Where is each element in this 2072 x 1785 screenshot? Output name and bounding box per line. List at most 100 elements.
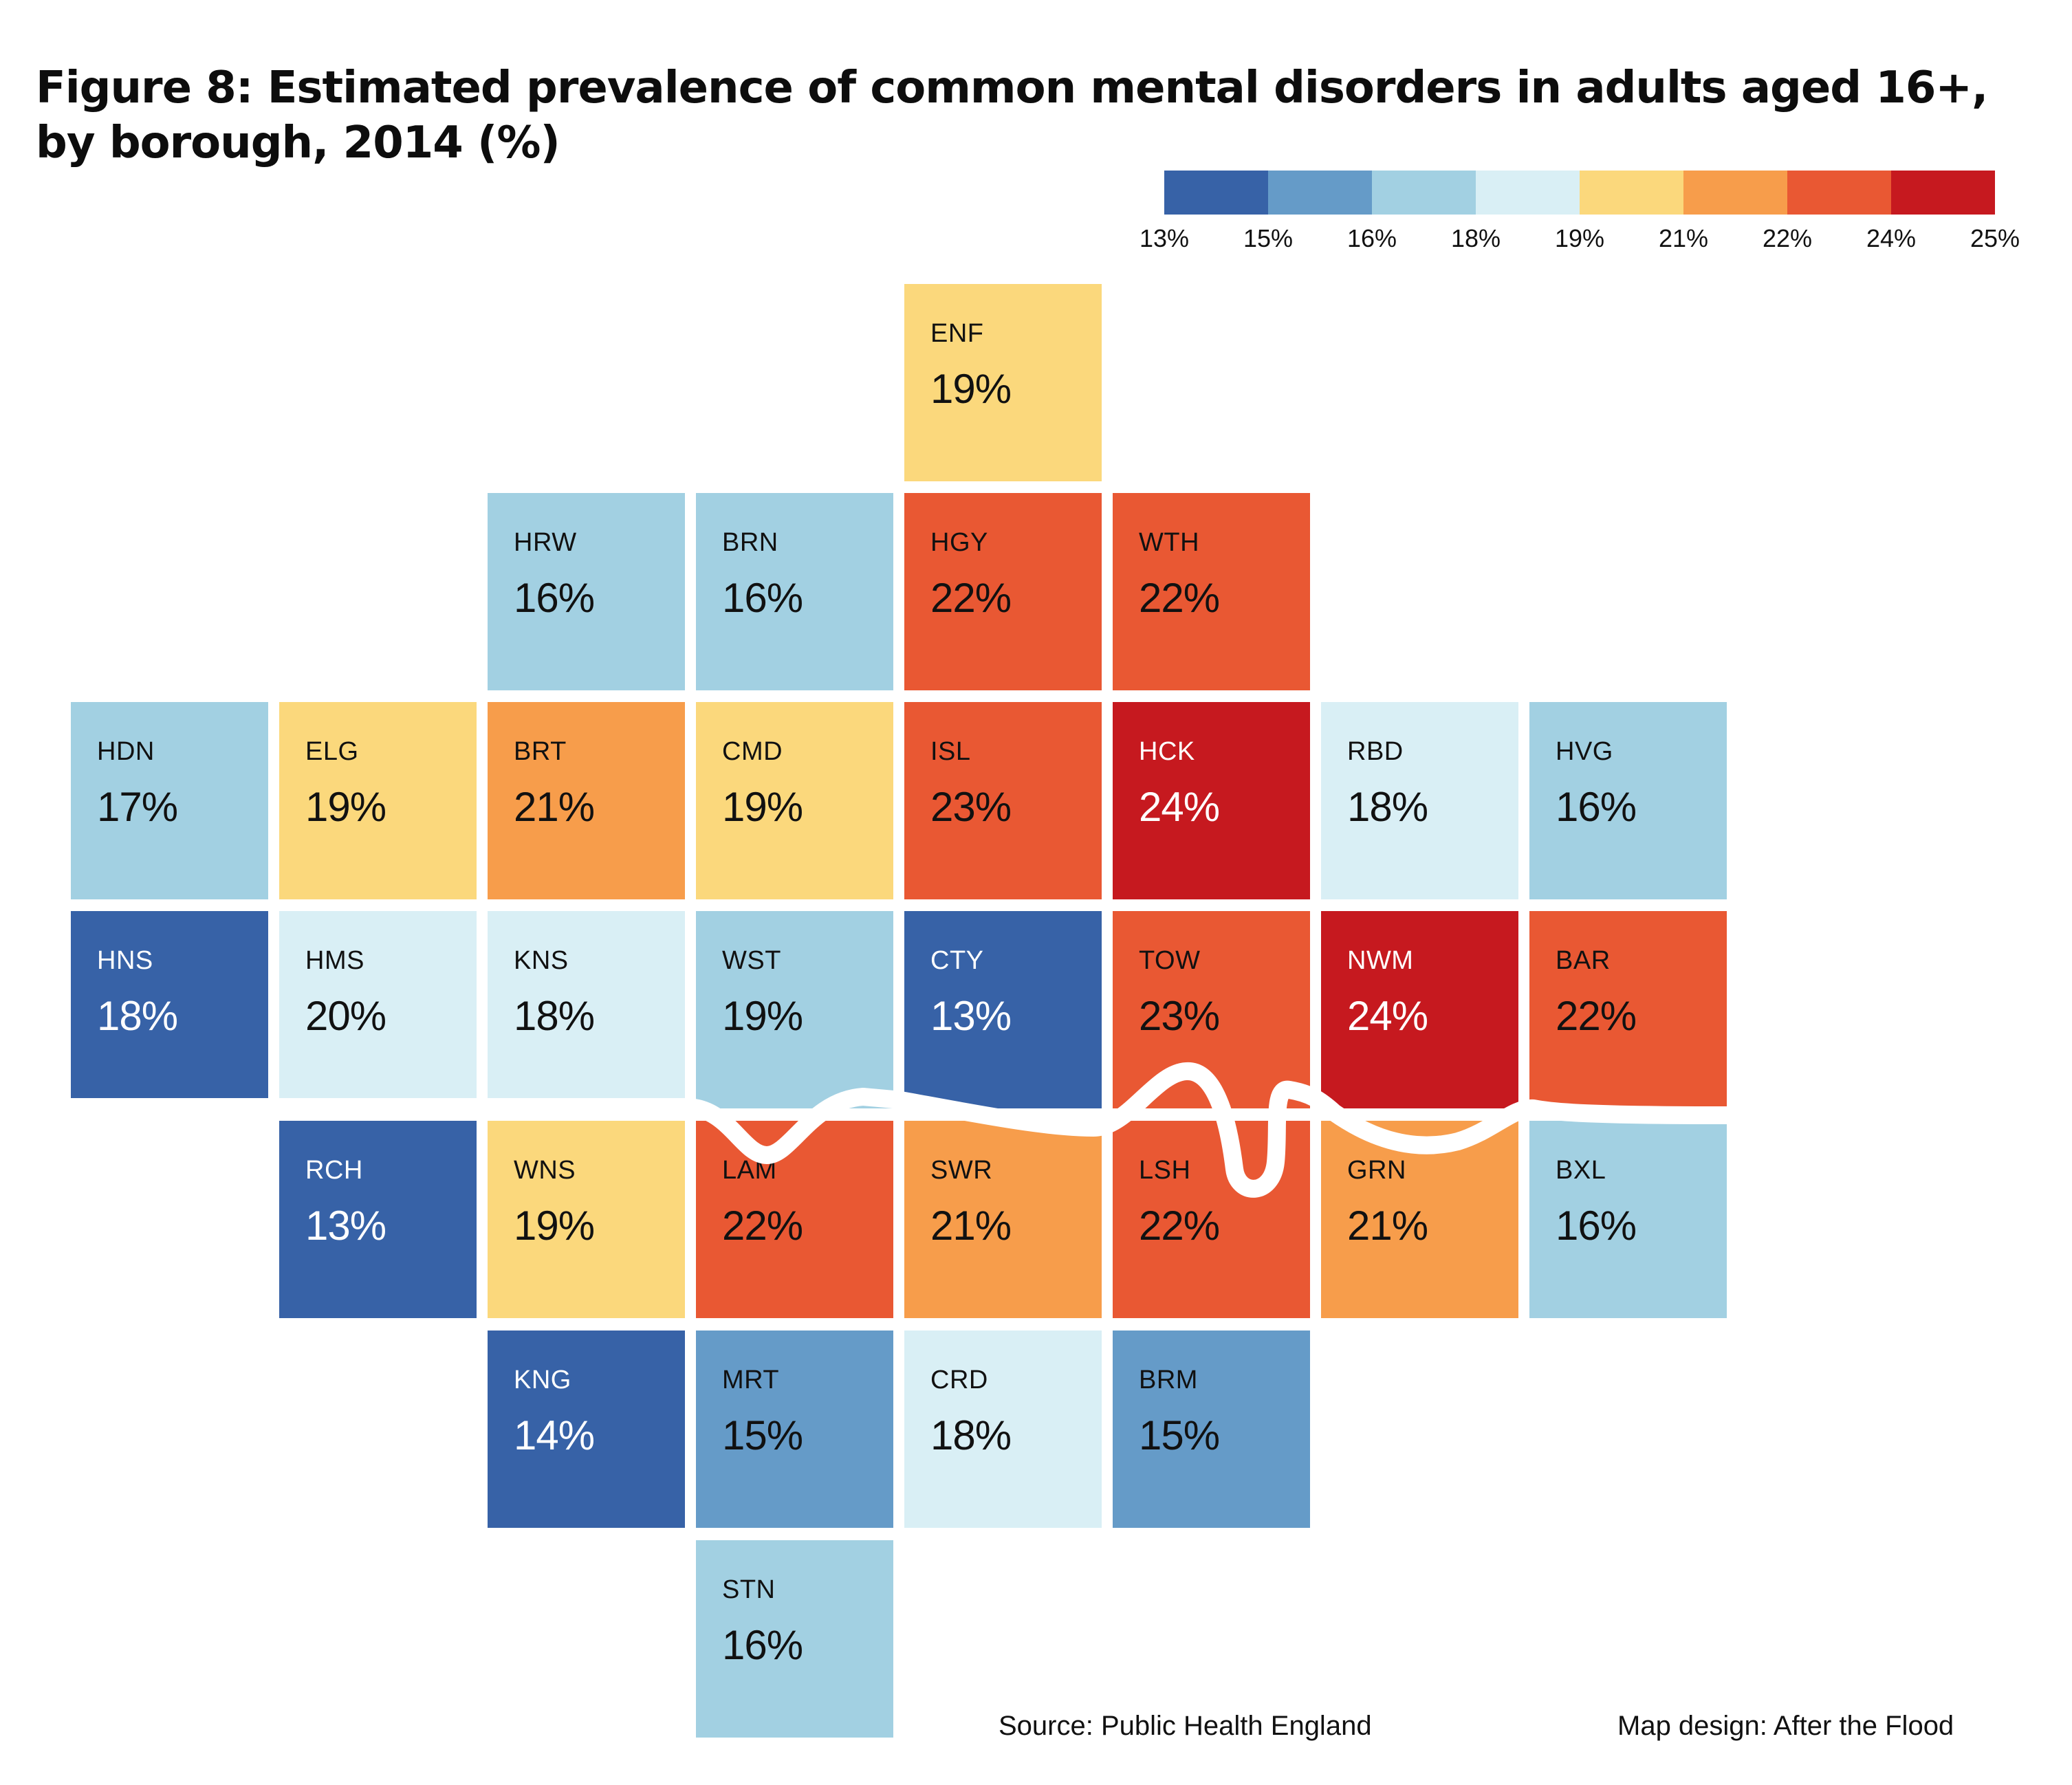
borough-tile-hgy: HGY 22% (904, 493, 1102, 690)
borough-tile-kng: KNG 14% (488, 1330, 685, 1528)
borough-tile-brm: BRM 15% (1113, 1330, 1310, 1528)
legend-tick-label: 21% (1658, 224, 1709, 252)
legend-swatch (1683, 171, 1787, 215)
borough-value: 19% (930, 366, 1012, 412)
borough-code: HGY (930, 528, 988, 557)
borough-value: 16% (1556, 1203, 1637, 1249)
borough-code: LSH (1139, 1156, 1191, 1185)
borough-value: 18% (97, 993, 178, 1039)
legend-swatch (1787, 171, 1891, 215)
borough-value: 24% (1347, 993, 1428, 1039)
borough-tile-hns: HNS 18% (71, 911, 268, 1108)
borough-tile-tow: TOW 23% (1113, 911, 1310, 1108)
borough-value: 17% (97, 784, 178, 830)
borough-tile-hck: HCK 24% (1113, 702, 1310, 899)
borough-tile-lam: LAM 22% (696, 1121, 893, 1318)
legend-swatch (1891, 171, 1995, 215)
borough-tile-brn: BRN 16% (696, 493, 893, 690)
borough-code: MRT (722, 1366, 780, 1394)
borough-tile-hdn: HDN 17% (71, 702, 268, 899)
borough-code: HDN (97, 737, 155, 766)
borough-code: SWR (930, 1156, 993, 1185)
borough-value: 15% (1139, 1412, 1220, 1458)
borough-code: ISL (930, 737, 971, 766)
borough-tile-wth: WTH 22% (1113, 493, 1310, 690)
legend-color-bar (1164, 171, 1995, 215)
borough-value: 16% (722, 1622, 803, 1668)
borough-value: 13% (930, 993, 1012, 1039)
figure-title: Figure 8: Estimated prevalence of common… (36, 63, 1988, 168)
legend-tick-label: 13% (1139, 224, 1190, 252)
legend-swatch (1164, 171, 1268, 215)
borough-tile-cmd: CMD 19% (696, 702, 893, 899)
borough-tile-stn: STN 16% (696, 1540, 893, 1738)
borough-tile-lsh: LSH 22% (1113, 1121, 1310, 1318)
legend-tick-label: 16% (1346, 224, 1397, 252)
borough-value: 21% (514, 784, 595, 830)
borough-tile-swr: SWR 21% (904, 1121, 1102, 1318)
borough-tile-crd: CRD 18% (904, 1330, 1102, 1528)
borough-code: WTH (1139, 528, 1200, 557)
borough-code: LAM (722, 1156, 777, 1185)
borough-code: BXL (1556, 1156, 1606, 1185)
borough-code: RBD (1347, 737, 1404, 766)
borough-value: 19% (305, 784, 386, 830)
legend-tick-label: 22% (1762, 224, 1813, 252)
borough-tile-hvg: HVG 16% (1529, 702, 1727, 899)
borough-code: BRM (1139, 1366, 1198, 1394)
borough-tile-enf: ENF 19% (904, 284, 1102, 481)
borough-tile-bxl: BXL 16% (1529, 1121, 1727, 1318)
borough-value: 18% (514, 993, 595, 1039)
borough-code: HNS (97, 946, 153, 975)
borough-value: 16% (722, 575, 803, 621)
borough-value: 18% (1347, 784, 1428, 830)
borough-code: HRW (514, 528, 577, 557)
borough-code: ELG (305, 737, 359, 766)
borough-value: 20% (305, 993, 386, 1039)
borough-value: 23% (1139, 993, 1220, 1039)
borough-code: RCH (305, 1156, 363, 1185)
legend-tick-labels: 13% 15% 16% 18% 19% 21% 22% 24% 25% (1139, 224, 2020, 265)
legend-swatch (1476, 171, 1580, 215)
borough-code: KNG (514, 1366, 571, 1394)
borough-tile-grn: GRN 21% (1321, 1121, 1518, 1318)
borough-code: BRT (514, 737, 567, 766)
borough-code: STN (722, 1575, 776, 1604)
borough-value: 21% (1347, 1203, 1428, 1249)
legend-tick-label: 24% (1866, 224, 1917, 252)
borough-code: ENF (930, 319, 984, 348)
borough-value: 15% (722, 1412, 803, 1458)
borough-value: 24% (1139, 784, 1220, 830)
borough-tile-hms: HMS 20% (279, 911, 477, 1108)
map-design-credit: Map design: After the Flood (1617, 1711, 1954, 1741)
borough-tile-rch: RCH 13% (279, 1121, 477, 1318)
borough-tile-isl: ISL 23% (904, 702, 1102, 899)
borough-value: 22% (930, 575, 1012, 621)
borough-value: 18% (930, 1412, 1012, 1458)
borough-value: 14% (514, 1412, 595, 1458)
legend-swatch (1372, 171, 1476, 215)
borough-tile-kns: KNS 18% (488, 911, 685, 1108)
borough-code: BAR (1556, 946, 1611, 975)
borough-tile-mrt: MRT 15% (696, 1330, 893, 1528)
borough-code: CTY (930, 946, 984, 975)
borough-value: 16% (514, 575, 595, 621)
borough-code: HVG (1556, 737, 1613, 766)
borough-code: NWM (1347, 946, 1414, 975)
legend-tick-label: 19% (1554, 224, 1605, 252)
borough-value: 13% (305, 1203, 386, 1249)
borough-tile-rbd: RBD 18% (1321, 702, 1518, 899)
borough-tile-elg: ELG 19% (279, 702, 477, 899)
borough-code: WST (722, 946, 781, 975)
borough-value: 22% (722, 1203, 803, 1249)
borough-code: CRD (930, 1366, 988, 1394)
borough-value: 23% (930, 784, 1012, 830)
borough-tile-cty: CTY 13% (904, 911, 1102, 1108)
legend-swatch (1580, 171, 1683, 215)
borough-code: GRN (1347, 1156, 1406, 1185)
borough-tile-brt: BRT 21% (488, 702, 685, 899)
borough-value: 22% (1556, 993, 1637, 1039)
borough-value: 19% (722, 993, 803, 1039)
source-note: Source: Public Health England (999, 1711, 1372, 1741)
legend-swatch (1268, 171, 1372, 215)
